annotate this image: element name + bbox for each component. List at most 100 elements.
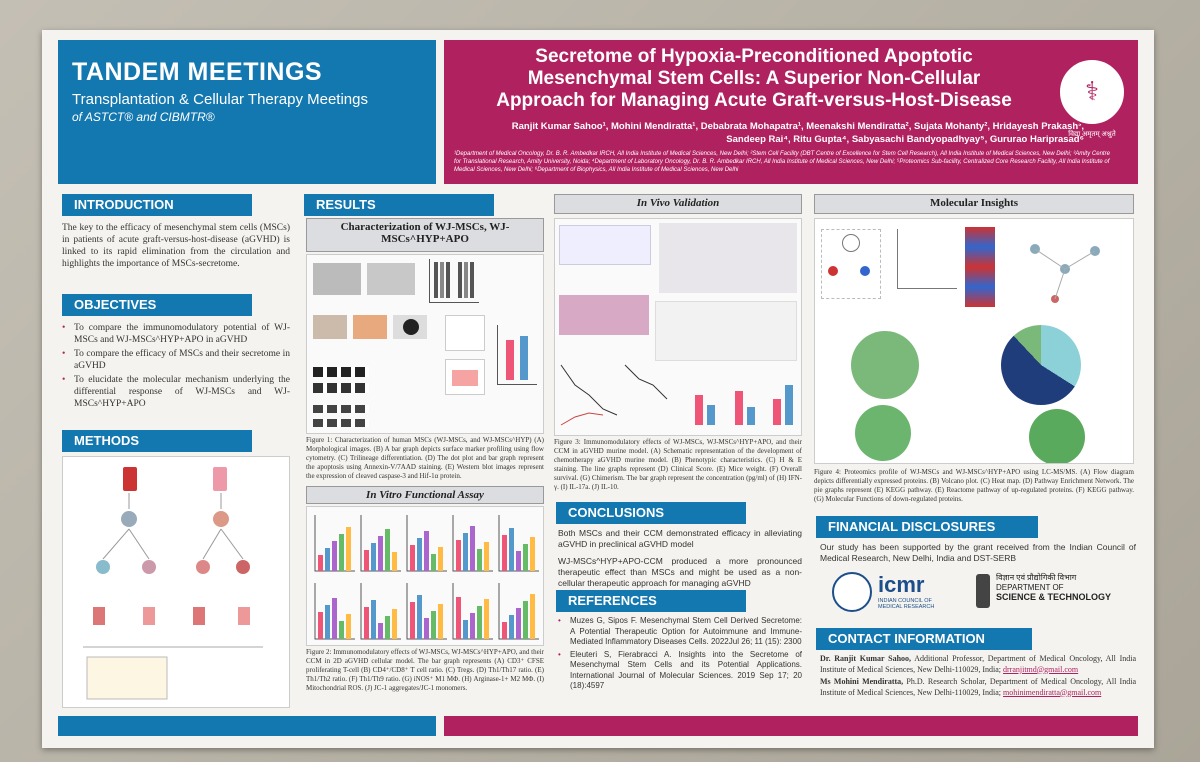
dot-plot [445,359,485,395]
pie-chart-kegg-up [851,331,919,399]
title-line-3: Approach for Managing Acute Graft-versus… [496,90,1012,111]
panel-bar [385,529,390,571]
introduction-text: The key to the efficacy of mesenchymal s… [62,223,290,269]
panel-bar [484,599,489,639]
figure-2 [306,506,544,646]
pie-chart-kegg-down [855,405,911,461]
panel-bar [346,527,351,571]
panel-bar [371,543,376,571]
panel-bar [463,620,468,639]
panel-bar [339,534,344,571]
panel-bar [378,536,383,571]
panel-bar [502,622,507,639]
title-line-1: Secretome of Hypoxia-Preconditioned Apop… [535,46,973,67]
pie-chart-reactome-up [1001,325,1081,405]
panel-bar [438,604,443,639]
volcano-plot [897,229,957,289]
panel-bar [516,551,521,571]
meeting-organizers: of ASTCT® and CIBMTR® [72,110,215,124]
conclusion-paragraph: WJ-MSCs^HYP+APO-CCM produced a more pron… [558,556,802,588]
panel-bar [484,542,489,571]
panel-bar [364,550,369,571]
panel-bar [456,597,461,639]
aiims-logo-icon: ⚕ [1058,58,1126,126]
objective-item: To compare the efficacy of MSCs and thei… [62,348,290,372]
figure-2-bar-panels [314,515,539,640]
contact-entry: Dr. Ranjit Kumar Sahoo, Additional Profe… [820,654,1136,675]
panel-bar [477,549,482,571]
panel-bar [431,554,436,571]
panel-bar [392,609,397,639]
meeting-subtitle: Transplantation & Cellular Therapy Meeti… [72,91,368,108]
contact-email-link[interactable]: mohinimendiratta@gmail.com [1003,687,1102,697]
title-banner: Secretome of Hypoxia-Preconditioned Apop… [444,40,1138,184]
objectives-list: To compare the immunomodulatory potentia… [62,322,290,412]
western-blot-band [313,367,369,377]
western-blot-band [313,419,369,427]
panel-bar [456,540,461,571]
footer-pink-bar [444,716,1138,736]
panel-bar [530,537,535,571]
panel-bar [509,528,514,571]
panel-bar [470,526,475,571]
in-vitro-title: In Vitro Functional Assay [306,486,544,504]
line-graphs [560,364,793,426]
panel-bar [325,548,330,571]
icmr-name: INDIAN COUNCIL OF MEDICAL RESEARCH [878,598,935,610]
dst-logo: विज्ञान एवं प्रौद्योगिकी विभाग DEPARTMEN… [996,572,1111,602]
panel-bar [339,621,344,639]
panel-bar [502,535,507,571]
authors-line-1: Ranjit Kumar Sahoo¹, Mohini Mendiratta¹,… [511,121,1084,132]
authors-line-2: Sandeep Rai⁴, Ritu Gupta⁴, Sabyasachi Ba… [726,134,1084,145]
figure-3-caption: Figure 3: Immunomodulatory effects of WJ… [554,438,802,491]
panel-bar [523,601,528,639]
panel-bar [392,552,397,571]
objective-item: To elucidate the molecular mechanism und… [62,374,290,410]
dst-line-2: SCIENCE & TECHNOLOGY [996,592,1112,602]
panel-bar [530,594,535,639]
poster-title: Secretome of Hypoxia-Preconditioned Apop… [454,46,1054,112]
apoptosis-bar-chart [497,325,537,385]
icmr-logo: icmr INDIAN COUNCIL OF MEDICAL RESEARCH [878,572,948,610]
conclusions-heading: CONCLUSIONS [556,502,746,524]
contact-details: Ph.D. Research Scholar, Department of Me… [820,677,1136,697]
panel-bar [463,533,468,571]
meeting-banner: TANDEM MEETINGS Transplantation & Cellul… [58,40,436,184]
figure-4-caption: Figure 4: Proteomics profile of WJ-MSCs … [814,468,1134,503]
contact-entry: Ms Mohini Mendiratta, Ph.D. Research Sch… [820,677,1136,698]
panel-bar [325,605,330,639]
panel-bar [470,613,475,639]
panel-bar [318,555,323,571]
in-vivo-title: In Vivo Validation [554,194,802,214]
logo-caption: विद्या अमृतम् अश्नुते [1068,130,1116,138]
references-heading: REFERENCES [556,590,746,612]
conclusions-text: Both MSCs and their CCM demonstrated eff… [558,528,802,589]
financial-text: Our study has been supported by the gran… [820,542,1136,563]
panel-bar [417,595,422,639]
panel-bar [523,544,528,571]
panel-bar [477,606,482,639]
marker-bar-chart [429,259,479,303]
panel-bar [371,600,376,639]
poster: TANDEM MEETINGS Transplantation & Cellul… [42,30,1154,748]
dst-hindi-name: विज्ञान एवं प्रौद्योगिकी विभाग [996,573,1077,582]
contact-email-link[interactable]: drranjitmd@gmail.com [1003,664,1079,674]
panel-bar [438,547,443,571]
national-emblem-icon [976,574,990,608]
panel-bar [318,612,323,639]
panel-bar [417,538,422,571]
mice-photos [659,223,797,293]
western-blot-band [313,405,369,413]
panel-bar [385,616,390,639]
morphology-image [313,263,361,295]
adipogenic-image [313,315,347,339]
reference-item: Muzes G, Sipos F. Mesenchymal Stem Cell … [558,616,802,648]
panel-bar [424,531,429,571]
contact-name: Dr. Ranjit Kumar Sahoo, [820,654,912,663]
pie-chart-molecular-function [1029,409,1085,463]
contact-text: Dr. Ranjit Kumar Sahoo, Additional Profe… [820,654,1136,698]
figure-3 [554,218,802,436]
introduction-heading: INTRODUCTION [62,194,252,216]
contact-details: Additional Professor, Department of Medi… [820,654,1137,674]
panel-bar [364,607,369,639]
